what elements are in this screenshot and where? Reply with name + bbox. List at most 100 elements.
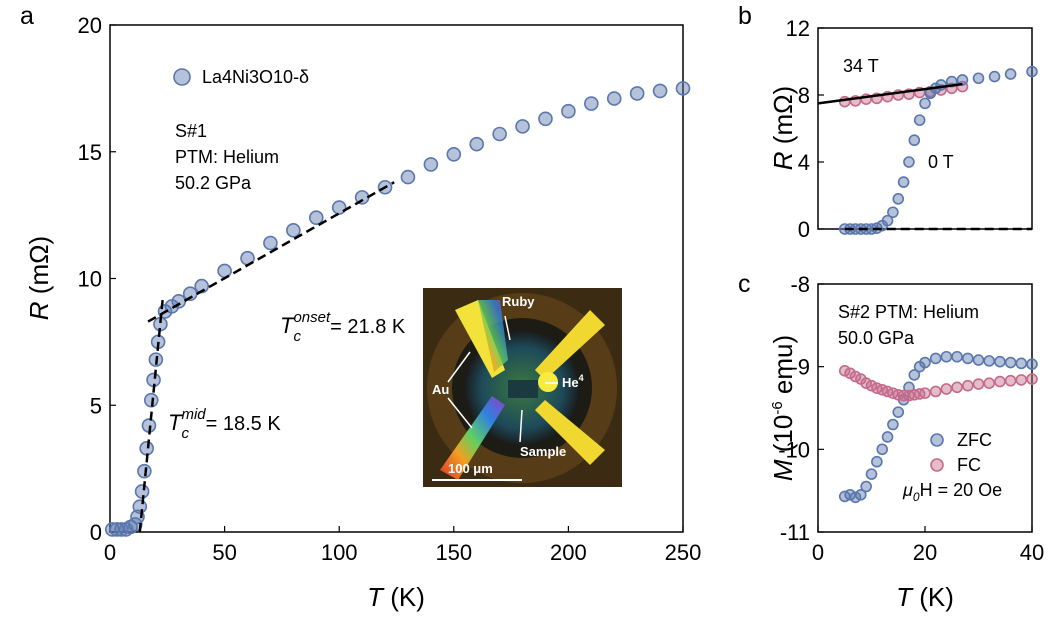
data-point: [286, 223, 301, 238]
inset-label: Ruby: [502, 294, 535, 309]
annotation-part: onset: [293, 309, 331, 326]
inset-arrow: [519, 409, 523, 443]
data-point: [1004, 68, 1017, 80]
data-point: [629, 86, 645, 101]
annotation-part: 0: [913, 490, 920, 504]
series-label: 0 T: [928, 152, 954, 172]
annotation: 50.0 GPa: [838, 328, 915, 348]
data-point: [919, 97, 931, 110]
x-axis-label: T (K): [367, 582, 425, 612]
y-axis-label: R (mΩ): [768, 86, 798, 170]
data-point: [1026, 358, 1038, 370]
annotation: 50.2 GPa: [175, 173, 252, 193]
inset-label: Au: [432, 382, 449, 397]
annotation-part: T: [280, 313, 295, 338]
x-tick-label: 20: [913, 540, 937, 565]
sample: [508, 380, 538, 398]
annotation-part: mid: [181, 406, 206, 423]
electrode: [440, 396, 505, 480]
data-point: [400, 169, 416, 185]
annotation-part: = 21.8 K: [330, 316, 406, 338]
data-point: [606, 91, 622, 106]
data-point: [881, 214, 894, 227]
inset-photo: [423, 288, 622, 487]
x-tick-label: 100: [321, 540, 358, 565]
x-tick-label: 0: [812, 540, 824, 565]
annotation-part: T: [168, 410, 183, 435]
legend-marker: [930, 433, 944, 447]
data-point: [961, 379, 974, 392]
data-point: [308, 210, 324, 225]
fit-line: [147, 181, 395, 323]
x-tick-label: 250: [665, 540, 702, 565]
y-axis-label: R (mΩ): [24, 236, 54, 320]
y-tick-label: -9: [790, 355, 810, 380]
ruby: [538, 372, 558, 392]
x-axis-label-part: T: [367, 582, 385, 612]
inset-label: 100 μm: [448, 461, 493, 476]
annotation: Tc mid= 18.5 K: [168, 406, 281, 442]
data-point: [1015, 374, 1028, 386]
data-point: [561, 103, 576, 119]
y-axis-label-part: R: [24, 301, 54, 320]
y-axis-label-part: -6: [769, 401, 786, 414]
x-axis-label-part: (K): [383, 582, 425, 612]
data-point: [331, 200, 347, 215]
legend-marker: [930, 458, 944, 472]
electrode-reflection: [478, 300, 508, 372]
data-point: [423, 157, 439, 172]
legend-label: La4Ni3O10-δ: [202, 67, 309, 87]
panel-label: c: [738, 270, 751, 298]
data-point: [892, 193, 905, 205]
x-tick-label: 150: [435, 540, 472, 565]
x-tick-label: 0: [104, 540, 116, 565]
data-point: [871, 455, 883, 468]
panel-label: b: [738, 2, 752, 30]
plot-frame: [817, 27, 1033, 230]
data-point: [143, 392, 159, 408]
data-point: [860, 480, 872, 493]
y-tick-label: 12: [786, 16, 810, 41]
y-tick-label: 0: [798, 217, 810, 242]
data-point: [951, 381, 963, 394]
data-point: [584, 96, 599, 111]
data-point: [903, 156, 915, 168]
annotation: S#1: [175, 121, 207, 141]
x-axis-label-part: (K): [912, 582, 954, 612]
inset-label-part: 4: [579, 373, 584, 383]
annotation-part: = 18.5 K: [206, 413, 282, 435]
x-tick-label: 200: [550, 540, 587, 565]
annotation: Tc onset= 21.8 K: [280, 309, 406, 345]
legend-marker: [173, 68, 191, 86]
data-point: [675, 81, 691, 96]
y-axis-label-part: (mΩ): [24, 236, 54, 302]
data-point: [919, 387, 931, 399]
annotation-part: H = 20 Oe: [920, 480, 1003, 500]
electrode: [535, 310, 605, 380]
data-point: [983, 355, 996, 367]
data-point: [132, 499, 148, 514]
data-point: [538, 111, 553, 127]
data-point: [1026, 373, 1038, 385]
inset-arrow: [504, 315, 511, 341]
y-tick-label: 5: [90, 393, 102, 418]
data-point: [217, 263, 232, 279]
data-point: [972, 378, 985, 390]
y-axis-label-part: R: [768, 151, 798, 170]
data-point: [1004, 374, 1017, 387]
inset-label: He4: [562, 373, 584, 390]
data-point: [919, 356, 931, 369]
y-tick-label: 0: [90, 520, 102, 545]
electrode: [535, 400, 605, 465]
data-point: [892, 406, 905, 418]
y-axis-label: M (10-6 emu): [768, 335, 798, 481]
y-tick-label: 8: [798, 83, 810, 108]
y-tick-label: 10: [78, 267, 102, 292]
data-point: [1015, 357, 1028, 370]
data-point: [913, 114, 926, 126]
data-point: [492, 126, 507, 142]
data-point: [1004, 356, 1017, 369]
x-tick-label: 50: [212, 540, 236, 565]
